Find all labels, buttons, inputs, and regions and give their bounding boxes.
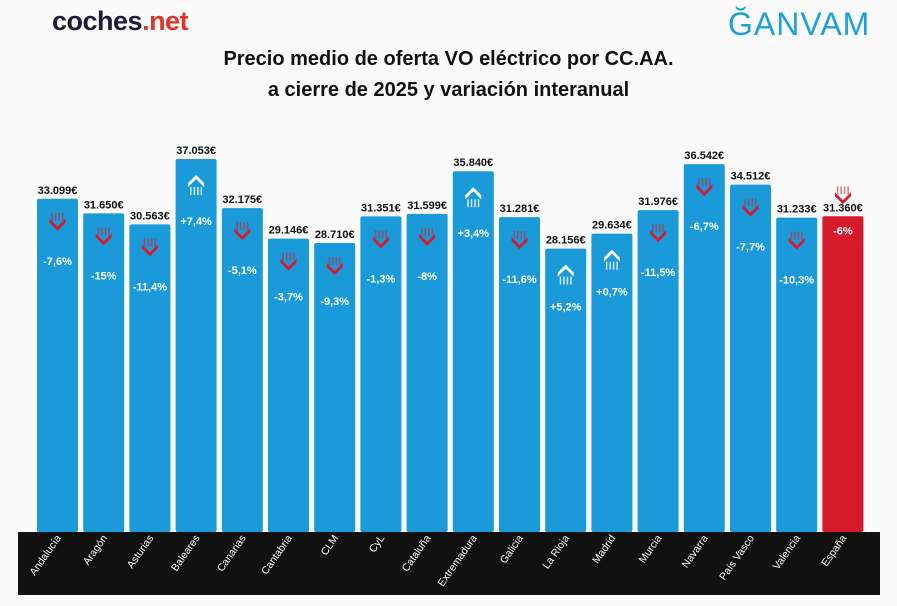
bar-Madrid <box>591 233 633 532</box>
change-label: +0,7% <box>596 287 628 299</box>
change-label: -3,7% <box>274 292 303 304</box>
value-label: 33.099€ <box>38 185 78 197</box>
arrow-down-icon <box>234 222 251 241</box>
value-label: 31.281€ <box>500 203 540 215</box>
change-label: -11,6% <box>502 274 536 286</box>
bar-Galicia <box>499 217 540 532</box>
change-label: -9,3% <box>320 296 349 308</box>
change-label: -10,3% <box>779 275 814 287</box>
change-label: -15% <box>91 270 117 282</box>
arrow-down-icon <box>511 231 528 250</box>
bar-Andalucía <box>37 198 78 532</box>
value-label: 28.156€ <box>546 235 586 247</box>
value-label: 29.146€ <box>269 225 309 237</box>
value-label: 36.542€ <box>684 150 724 162</box>
bar-España <box>822 216 864 532</box>
arrow-down-icon <box>280 252 297 271</box>
value-label: 35.840€ <box>453 157 493 169</box>
change-label: -6% <box>833 225 853 237</box>
change-label: -7,7% <box>736 242 765 254</box>
bar-Extremadura <box>452 171 494 532</box>
bar-Cataluña <box>406 213 448 532</box>
change-label: -5,1% <box>228 265 257 277</box>
value-label: 28.710€ <box>315 229 355 241</box>
change-label: +5,2% <box>550 302 582 314</box>
bar-Asturias <box>129 224 171 532</box>
bar-CyL <box>360 216 402 533</box>
logo-accent: .net <box>142 6 189 36</box>
bar-Aragón <box>83 213 125 532</box>
arrow-up-icon <box>465 187 482 208</box>
value-label: 31.351€ <box>361 202 401 214</box>
value-label: 37.053€ <box>176 145 216 157</box>
bar-La Rioja <box>545 248 587 532</box>
value-label: 31.360€ <box>823 202 863 214</box>
bar-Cantabria <box>268 238 309 532</box>
value-label: 31.650€ <box>84 199 124 211</box>
value-label: 30.563€ <box>130 210 170 222</box>
arrow-down-icon <box>372 230 389 249</box>
value-label: 32.175€ <box>222 194 262 206</box>
change-label: -1,3% <box>367 273 396 285</box>
arrow-down-icon <box>742 198 759 217</box>
bar-CLM <box>314 242 356 533</box>
value-label: 31.233€ <box>777 204 817 216</box>
arrow-down-icon <box>326 256 343 275</box>
logo-text: coches <box>52 6 143 36</box>
change-label: +3,4% <box>458 228 490 240</box>
chart-title: Precio medio de oferta VO eléctrico por … <box>0 44 897 106</box>
bar-Navarra <box>683 164 725 533</box>
arrow-up-icon <box>188 175 205 195</box>
arrow-down-icon <box>788 231 805 250</box>
change-label: -7,6% <box>43 256 72 268</box>
change-label: +7,4% <box>180 216 212 228</box>
value-label: 29.634€ <box>592 220 632 232</box>
change-label: -6,7% <box>690 221 719 233</box>
arrow-up-icon <box>557 264 574 285</box>
change-label: -11,5% <box>641 267 675 279</box>
value-label: 31.976€ <box>638 196 678 208</box>
arrow-down-icon <box>141 238 158 257</box>
category-band <box>18 532 880 595</box>
value-label: 34.512€ <box>731 171 771 183</box>
bar-Murcia <box>637 210 679 532</box>
cochesnet-logo: coches.net <box>52 6 189 37</box>
value-label: 31.599€ <box>407 200 447 212</box>
arrow-down-icon <box>834 186 851 205</box>
arrow-down-icon <box>95 227 112 246</box>
arrow-down-icon <box>696 178 713 197</box>
change-label: -11,4% <box>133 281 167 293</box>
ganvam-logo: ĞANVAM <box>728 6 871 42</box>
arrow-down-icon <box>419 227 436 246</box>
bar-Baleares <box>175 159 217 532</box>
title-line: Precio medio de oferta VO eléctrico por … <box>223 48 674 70</box>
change-label: -8% <box>417 271 437 283</box>
bar-Canarias <box>221 208 263 533</box>
arrow-down-icon <box>49 212 66 231</box>
arrow-up-icon <box>603 249 620 270</box>
bar-Valencia <box>776 217 818 533</box>
subtitle-line: a cierre de 2025 y variación interanual <box>267 79 630 101</box>
arrow-down-icon <box>650 224 667 243</box>
bar-País Vasco <box>730 184 771 532</box>
